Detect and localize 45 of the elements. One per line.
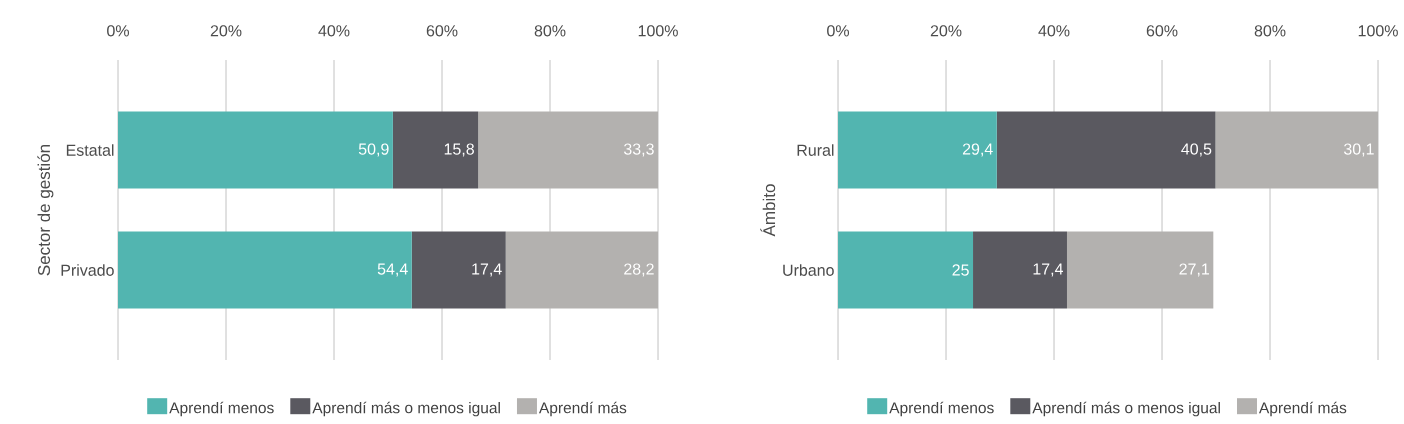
bar: [973, 231, 1067, 309]
x-tick-label: 0%: [827, 25, 850, 37]
legend-label: Aprendí menos: [169, 401, 274, 417]
x-tick-label: 20%: [210, 25, 242, 37]
data-label: 54,4: [377, 263, 408, 277]
bar: [838, 111, 997, 189]
data-label: 17,4: [472, 263, 502, 277]
data-label: 29,4: [962, 143, 993, 157]
data-label: 17,4: [1033, 263, 1063, 277]
y-tick-label: Estatal: [66, 144, 114, 156]
y-tick-label: Privado: [61, 264, 114, 276]
legend-label: Aprendí más o menos igual: [1032, 401, 1220, 417]
y-axis-title: Ámbito: [760, 184, 776, 237]
data-label: 30,1: [1343, 143, 1374, 157]
x-tick-label: 100%: [638, 25, 678, 37]
legend-label: Aprendí más: [1259, 401, 1347, 417]
bar: [411, 231, 506, 309]
y-axis-title: Sector de gestión: [37, 144, 54, 276]
x-tick-label: 60%: [426, 25, 458, 37]
legend-label: Aprendí más o menos igual: [312, 401, 500, 417]
bar: [118, 231, 412, 309]
legend-label: Aprendí más: [538, 401, 627, 417]
x-tick-label: 40%: [1038, 25, 1070, 37]
data-label: 27,1: [1179, 263, 1210, 277]
bar: [838, 231, 974, 309]
x-tick-label: 100%: [1358, 25, 1398, 37]
x-tick-label: 80%: [534, 25, 566, 37]
data-label: 33,3: [623, 143, 654, 157]
legend-label: Aprendí menos: [889, 401, 994, 417]
x-tick-label: 0%: [107, 25, 129, 37]
y-tick-label: Urbano: [783, 264, 834, 276]
bar: [996, 111, 1216, 189]
x-tick-label: 60%: [1146, 25, 1178, 37]
bar: [118, 111, 393, 189]
data-label: 15,8: [444, 143, 474, 157]
data-label: 28,2: [624, 263, 654, 277]
bar: [1066, 231, 1214, 309]
data-label: 40,5: [1181, 143, 1212, 157]
x-tick-label: 80%: [1254, 25, 1286, 37]
bar: [392, 111, 479, 189]
data-label: 25: [952, 264, 969, 276]
x-tick-label: 40%: [318, 25, 350, 37]
data-label: 50,9: [358, 143, 389, 157]
x-tick-label: 20%: [930, 25, 962, 37]
y-tick-label: Rural: [797, 144, 834, 156]
